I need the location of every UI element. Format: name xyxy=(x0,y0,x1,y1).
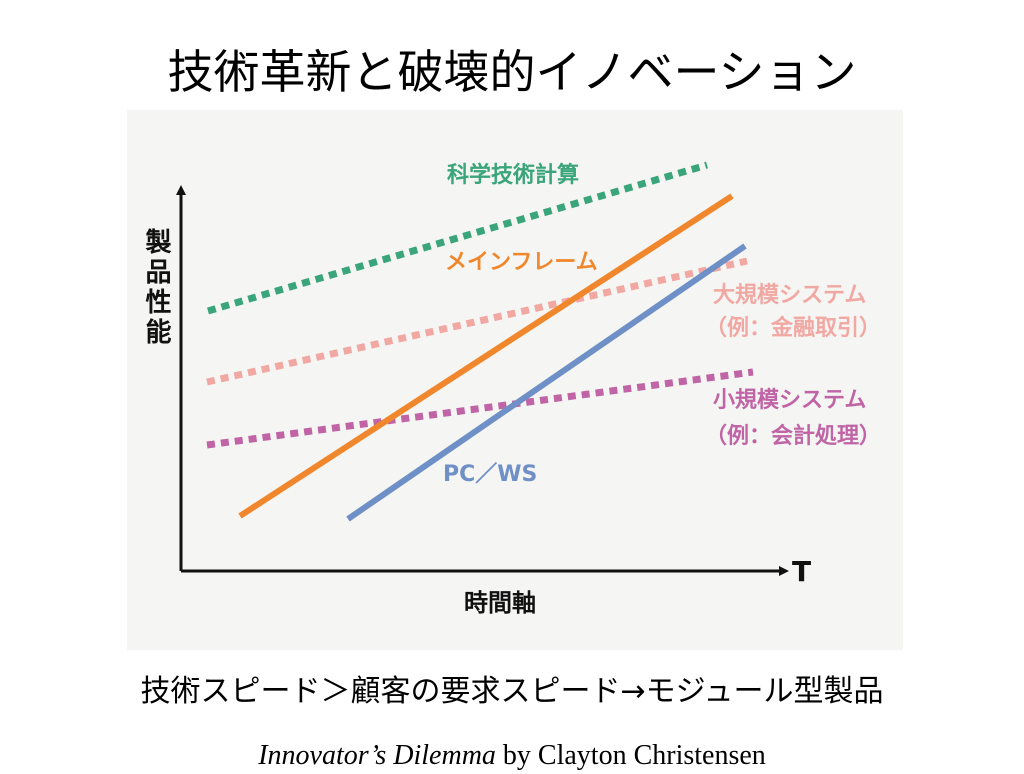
science-label: 科学技術計算 xyxy=(447,162,579,188)
small-system-label: 小規模システム xyxy=(713,388,866,413)
diagram-svg: 科学技術計算 メインフレーム 大規模システム （例：金融取引） 小規模システム … xyxy=(141,161,881,617)
small-system-line xyxy=(206,368,754,449)
diagram-panel: 科学技術計算 メインフレーム 大規模システム （例：金融取引） 小規模システム … xyxy=(127,110,903,650)
y-axis-label: 製品性能 xyxy=(141,228,171,348)
science-line xyxy=(207,161,708,315)
citation: Innovator’s Dilemma by Clayton Christens… xyxy=(0,738,1024,774)
citation-book-title: Innovator’s Dilemma xyxy=(258,740,496,771)
x-axis-label: 時間軸 xyxy=(464,589,536,617)
large-system-label: 大規模システム xyxy=(713,283,866,308)
mainframe-label: メインフレーム xyxy=(445,250,598,275)
pcws-line xyxy=(346,243,747,522)
pcws-label: PC／WS xyxy=(443,462,537,487)
slide-title: 技術革新と破壊的イノベーション xyxy=(167,45,857,99)
slide-caption: 技術スピード＞顧客の要求スピード→モジュール型製品 xyxy=(140,674,884,709)
citation-author: by Clayton Christensen xyxy=(495,740,766,771)
x-axis-end-label: T xyxy=(792,555,811,588)
small-system-sublabel: （例：会計処理） xyxy=(705,423,881,449)
large-system-sublabel: （例：金融取引） xyxy=(705,315,881,341)
mainframe-line xyxy=(238,193,734,519)
